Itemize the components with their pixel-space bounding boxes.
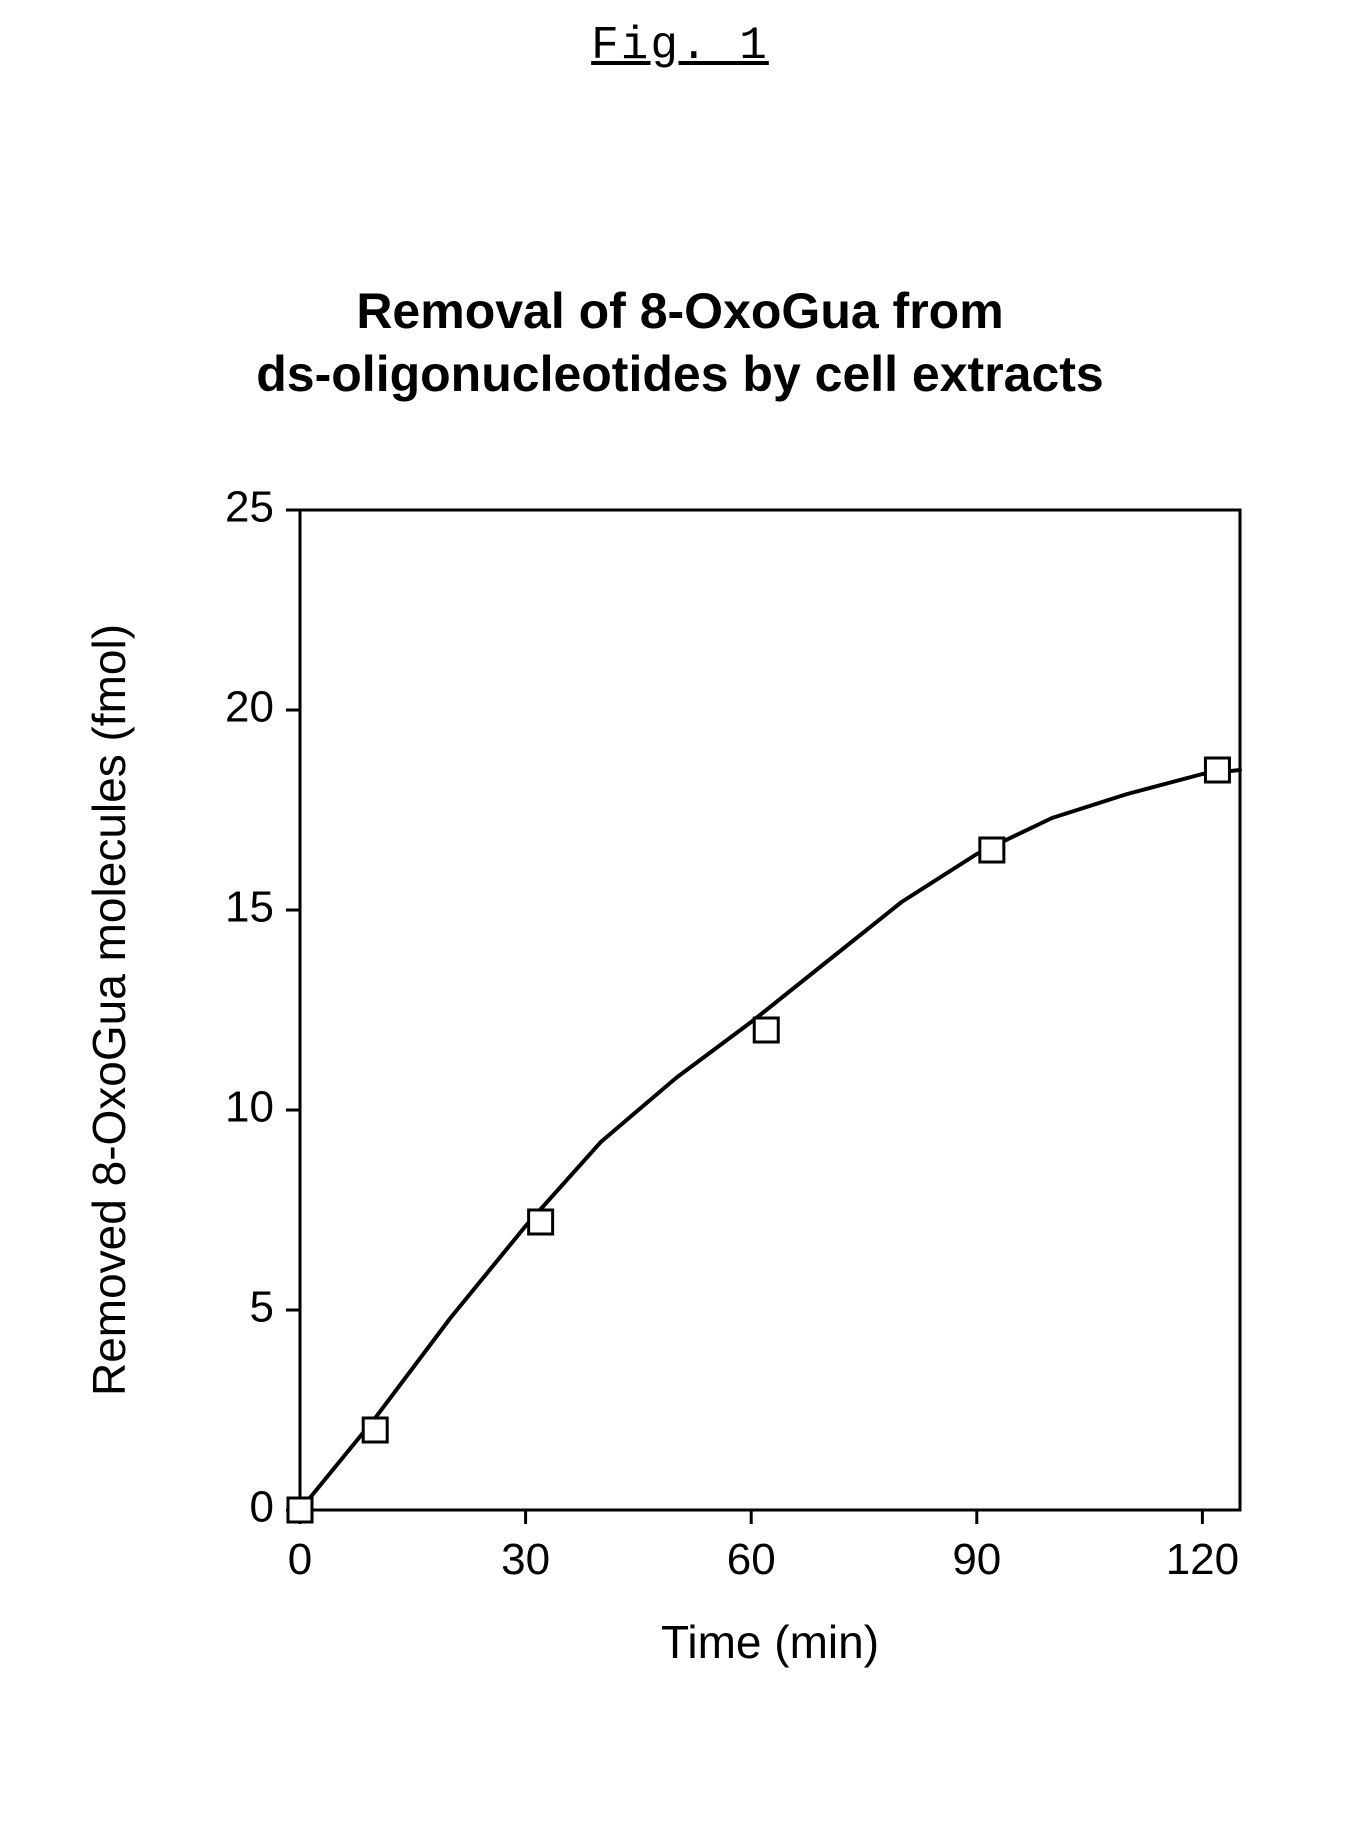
data-marker <box>529 1210 553 1234</box>
data-marker <box>1205 758 1229 782</box>
x-tick-label: 120 <box>1166 1535 1239 1584</box>
y-tick-label: 0 <box>250 1483 274 1532</box>
x-axis-label: Time (min) <box>661 1616 879 1668</box>
chart-title: Removal of 8-OxoGua from ds-oligonucleot… <box>0 280 1360 405</box>
chart-title-line1: Removal of 8-OxoGua from <box>356 283 1003 339</box>
x-tick-label: 0 <box>288 1535 312 1584</box>
y-axis-label: Removed 8-OxoGua molecules (fmol) <box>83 624 135 1396</box>
x-tick-label: 90 <box>952 1535 1001 1584</box>
x-tick-label: 30 <box>501 1535 550 1584</box>
y-tick-label: 5 <box>250 1283 274 1332</box>
data-marker <box>363 1418 387 1442</box>
y-tick-label: 15 <box>225 883 274 932</box>
data-marker <box>288 1498 312 1522</box>
y-tick-label: 10 <box>225 1083 274 1132</box>
x-tick-label: 60 <box>727 1535 776 1584</box>
y-tick-label: 20 <box>225 683 274 732</box>
chart-container: 0 5 10 15 20 25 0 30 60 90 120 Time (min) Removed 8-… <box>70 480 1290 1740</box>
chart-svg: 0 5 10 15 20 25 0 30 60 90 120 Time (min) Removed 8-… <box>70 480 1290 1740</box>
data-marker <box>754 1018 778 1042</box>
y-tick-label: 25 <box>225 483 274 532</box>
data-marker <box>980 838 1004 862</box>
page: Fig. 1 Removal of 8-OxoGua from ds-oligo… <box>0 0 1360 1846</box>
figure-label: Fig. 1 <box>0 20 1360 72</box>
chart-title-line2: ds-oligonucleotides by cell extracts <box>256 346 1103 402</box>
